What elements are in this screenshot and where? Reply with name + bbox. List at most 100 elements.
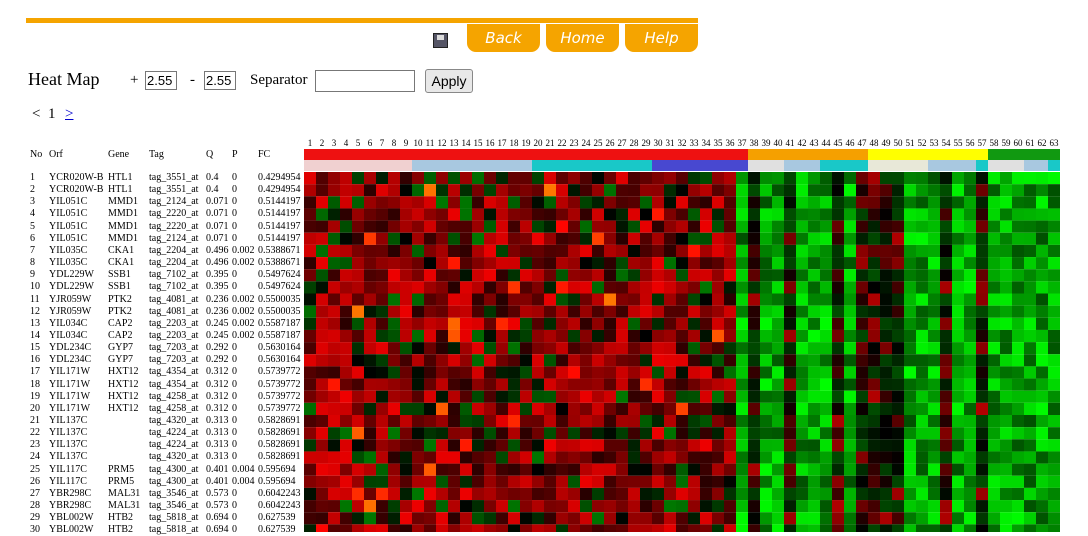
heatmap-cell: [604, 512, 616, 525]
heatmap-cell: [940, 293, 952, 306]
heatmap-cell: [472, 232, 484, 245]
table-cell: 0: [232, 512, 237, 524]
save-icon[interactable]: [433, 33, 448, 48]
heatmap-cell: [652, 439, 664, 452]
heatmap-cell: [604, 329, 616, 343]
heatmap-cell: [748, 220, 760, 233]
heatmap-cell: [712, 415, 724, 428]
heatmap-cell: [316, 463, 328, 476]
back-button[interactable]: Back: [467, 24, 540, 52]
table-cell: tag_4224_at: [149, 439, 199, 451]
heatmap-cell: [676, 220, 688, 233]
apply-button[interactable]: Apply: [425, 69, 473, 93]
heatmap-cell: [844, 220, 856, 233]
column-number: 56: [966, 138, 976, 148]
heatmap-cell: [964, 317, 976, 330]
heatmap-cell: [988, 390, 1000, 403]
heatmap-cell: [856, 354, 868, 367]
heatmap-cell: [880, 512, 892, 525]
heatmap-cell: [460, 208, 472, 221]
heatmap-cell: [460, 378, 472, 391]
heatmap-cell: [880, 269, 892, 282]
heatmap-cell: [892, 439, 904, 452]
table-cell: MAL31: [108, 500, 141, 512]
separator-input[interactable]: [315, 70, 415, 92]
heatmap-cell: [412, 196, 424, 209]
next-page[interactable]: >: [65, 106, 74, 122]
heatmap-cell: [340, 269, 352, 282]
heatmap-cell: [304, 354, 316, 367]
heatmap-cell: [508, 269, 520, 282]
heatmap-cell: [940, 281, 952, 294]
subgroup-bar: [616, 160, 628, 171]
heatmap-cell: [364, 220, 376, 233]
heatmap-cell: [400, 415, 412, 428]
heatmap-cell: [748, 244, 760, 258]
prev-page[interactable]: <: [32, 106, 41, 122]
heatmap-cell: [832, 475, 844, 488]
heatmap-cell: [628, 257, 640, 270]
heatmap-cell: [340, 475, 352, 488]
heatmap-cell: [628, 269, 640, 282]
heatmap-cell: [928, 244, 940, 258]
heatmap-cell: [856, 366, 868, 379]
heatmap-cell: [532, 269, 544, 282]
heatmap-cell: [712, 232, 724, 245]
subgroup-bar: [484, 160, 496, 171]
heatmap-cell: [820, 281, 832, 294]
table-cell: 0.071: [206, 232, 229, 244]
heatmap-cell: [736, 402, 748, 415]
heatmap-cell: [460, 512, 472, 525]
heatmap-cell: [940, 257, 952, 270]
heatmap-cell: [772, 475, 784, 488]
heatmap-cell: [496, 439, 508, 452]
heatmap-cell: [412, 354, 424, 367]
group-bar: [640, 149, 652, 160]
heatmap-cell: [988, 220, 1000, 233]
heatmap-cell: [808, 524, 820, 532]
heatmap-cell: [1024, 354, 1036, 367]
heatmap-cell: [556, 184, 568, 197]
plus-input[interactable]: [145, 71, 177, 90]
group-bar: [928, 149, 940, 160]
group-bar: [724, 149, 736, 160]
heatmap-cell: [880, 378, 892, 391]
heatmap-cell: [448, 220, 460, 233]
heatmap-cell: [592, 281, 604, 294]
heatmap-cell: [748, 415, 760, 428]
heatmap-cell: [988, 451, 1000, 464]
heatmap-cell: [388, 512, 400, 525]
heatmap-cell: [340, 439, 352, 452]
heatmap-cell: [640, 220, 652, 233]
help-button[interactable]: Help: [625, 24, 698, 52]
heatmap-cell: [352, 244, 364, 258]
heatmap-cell: [316, 390, 328, 403]
heatmap-cell: [448, 427, 460, 440]
heatmap-cell: [820, 427, 832, 440]
heatmap-cell: [448, 524, 460, 532]
heatmap-cell: [1012, 524, 1024, 532]
heatmap-cell: [616, 524, 628, 532]
heatmap-cell: [868, 366, 880, 379]
table-cell: 0: [232, 366, 237, 378]
minus-input[interactable]: [204, 71, 236, 90]
heatmap-cell: [844, 500, 856, 513]
heatmap-cell: [916, 342, 928, 355]
heatmap-cell: [904, 281, 916, 294]
heatmap-cell: [508, 257, 520, 270]
heatmap-cell: [436, 415, 448, 428]
group-bar: [616, 149, 628, 160]
subgroup-bar: [1024, 160, 1036, 171]
heatmap-cell: [556, 232, 568, 245]
heatmap-cell: [580, 354, 592, 367]
home-button[interactable]: Home: [546, 24, 619, 52]
heatmap-cell: [700, 427, 712, 440]
heatmap-cell: [712, 390, 724, 403]
heatmap-cell: [736, 269, 748, 282]
heatmap-cell: [712, 366, 724, 379]
heatmap-cell: [904, 366, 916, 379]
heatmap-cell: [508, 500, 520, 513]
heatmap-cell: [772, 354, 784, 367]
heatmap-cell: [400, 451, 412, 464]
heatmap-cell: [448, 390, 460, 403]
